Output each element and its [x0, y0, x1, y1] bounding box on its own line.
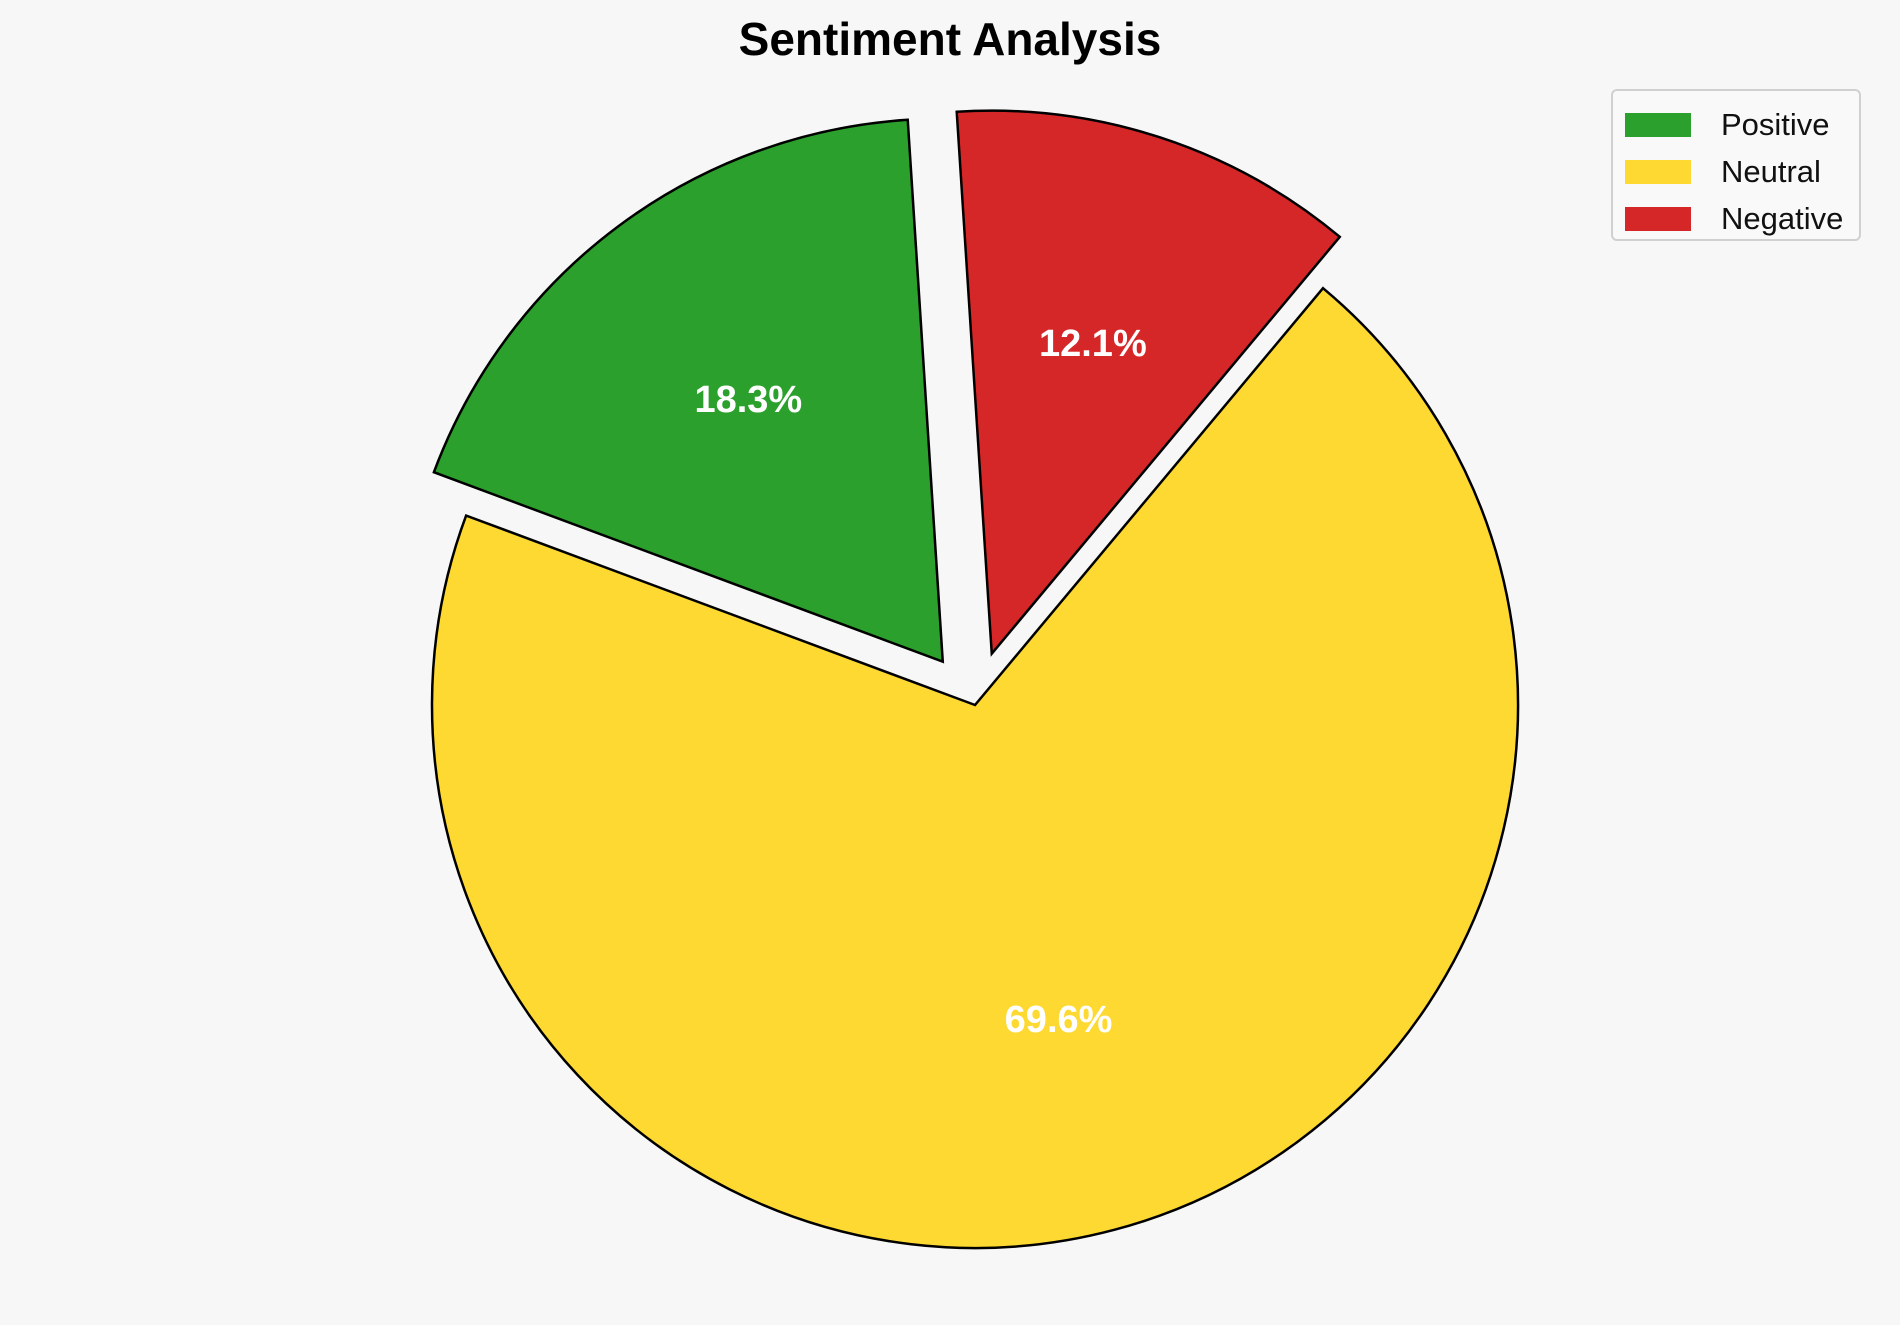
- pie-slice-negative: [955, 109, 1342, 657]
- pie-label-neutral: 69.6%: [1005, 999, 1113, 1041]
- legend-swatch-positive: [1625, 112, 1691, 137]
- legend-label-negative: Negative: [1721, 200, 1844, 236]
- legend-item-neutral: Neutral: [1625, 148, 1847, 195]
- legend-item-positive: Positive: [1625, 101, 1847, 148]
- legend-label-neutral: Neutral: [1721, 153, 1821, 189]
- chart-title: Sentiment Analysis: [738, 13, 1162, 65]
- legend: Positive Neutral Negative: [1611, 89, 1861, 241]
- legend-label-positive: Positive: [1721, 106, 1830, 142]
- pie-slice-neutral: [430, 286, 1520, 1250]
- pie-label-negative: 12.1%: [1039, 323, 1147, 365]
- legend-item-negative: Negative: [1625, 195, 1847, 242]
- legend-swatch-negative: [1625, 206, 1691, 231]
- pie-label-positive: 18.3%: [694, 379, 802, 421]
- pie-slice-positive: [432, 118, 945, 664]
- legend-swatch-neutral: [1625, 159, 1691, 184]
